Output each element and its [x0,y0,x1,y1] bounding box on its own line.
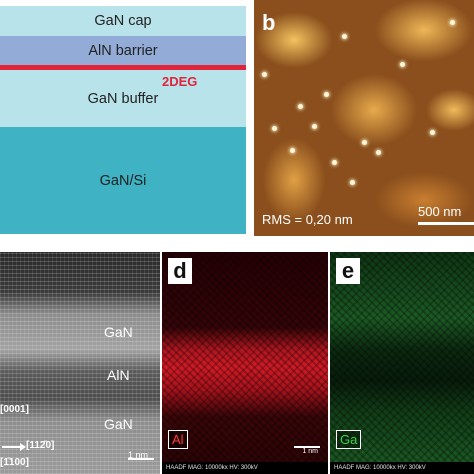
surface-grain [312,124,317,129]
gan-top-label: GaN [104,324,133,340]
scale-bar [418,222,474,225]
surface-grain [450,20,455,25]
arrow-head-icon [20,443,26,451]
gan-bottom-label: GaN [104,416,133,432]
axis-1100-label: [1̄100] [0,457,29,468]
gan-buffer-label: GaN buffer [87,90,159,107]
surface-grain [272,126,277,131]
scale-bar [128,458,154,460]
gan-si-substrate-layer: GaN/Si [0,127,246,234]
direction-arrow [2,446,24,448]
surface-grain [298,104,303,109]
rms-label: RMS = 0,20 nm [262,212,353,227]
surface-grain [400,62,405,67]
surface-grain [324,92,329,97]
scale-bar [294,446,320,448]
panel-label-b: b [262,10,276,35]
2deg-line [0,65,246,70]
surface-grain [342,34,347,39]
ga-eds-map: e Ga HAADF MAG: 10000kx HV: 300kV [330,252,474,474]
element-label-ga: Ga [336,430,362,449]
surface-grain [430,130,435,135]
surface-grain [290,148,295,153]
2deg-label: 2DEG [162,74,198,89]
surface-grain [332,160,337,165]
layer-stack-diagram: GaN cap AlN barrier GaN buffer GaN/Si 2D… [0,0,246,236]
panel-label-d: d [168,258,192,284]
axis-1120-label: [112̄0] [26,440,55,451]
afm-image: b RMS = 0,20 nm 500 nm [254,0,474,236]
surface-grain [262,72,267,77]
axis-0001-label: [0001] [0,404,29,415]
surface-grain [362,140,367,145]
surface-grain [376,150,381,155]
acquisition-info: HAADF MAG: 10000kx HV: 300kV [330,462,474,474]
gan-cap-layer: GaN cap [0,6,246,36]
panel-label-e: e [336,258,360,284]
haadf-stem-image: GaN AlN GaN [0001] [112̄0] [1̄100] 1 nm [0,252,160,474]
scale-bar-label: 500 nm [418,204,462,219]
scale-bar-label: 1 nm [128,450,149,460]
al-eds-map: d Al 1 nm HAADF MAG: 10000kx HV: 300kV [162,252,328,474]
aln-barrier-label: AlN barrier [88,42,158,59]
surface-grain [350,180,355,185]
element-label-al: Al [168,430,188,449]
acquisition-info: HAADF MAG: 10000kx HV: 300kV [162,462,328,474]
scale-bar-label: 1 nm [302,448,318,455]
aln-label: AlN [107,367,130,383]
gan-si-label: GaN/Si [99,172,147,189]
gan-buffer-layer: GaN buffer [0,70,246,127]
gan-cap-label: GaN cap [94,13,152,29]
aln-barrier-layer: AlN barrier [0,36,246,65]
